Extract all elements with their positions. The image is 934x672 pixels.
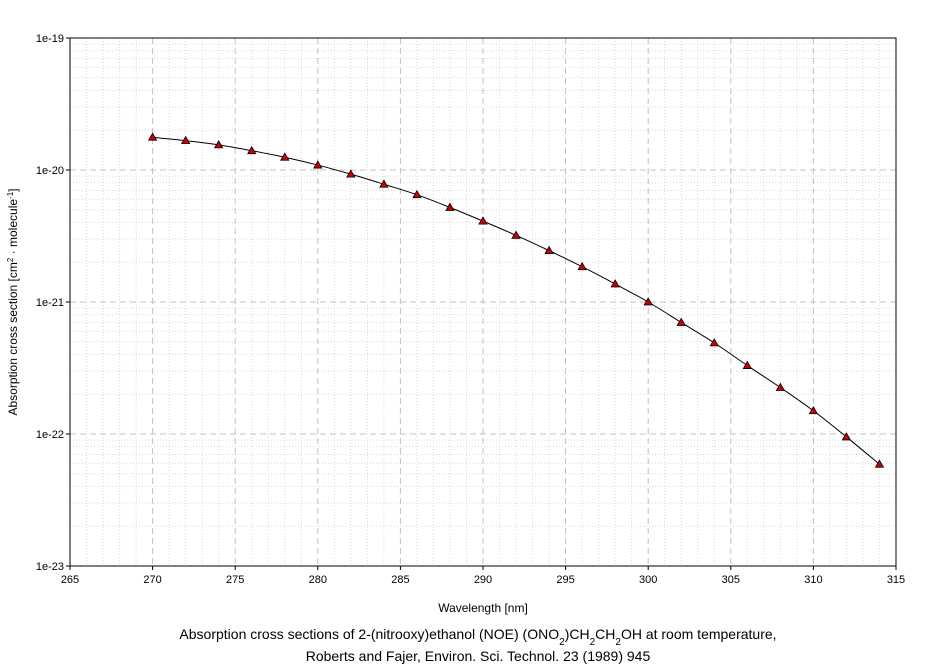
data-point-marker	[874, 459, 885, 468]
y-tick-label: 1e-22	[36, 429, 64, 441]
major-grid	[70, 38, 896, 566]
data-point-marker	[511, 230, 521, 239]
minor-grid	[70, 38, 896, 566]
x-tick-label: 295	[556, 574, 574, 586]
x-tick-label: 265	[61, 574, 79, 586]
y-tick-label: 1e-23	[36, 561, 64, 573]
data-point-marker	[478, 216, 488, 225]
y-tick-label: 1e-21	[36, 297, 64, 309]
y-axis-title: Absorption cross section [cm2 · molecule…	[6, 188, 21, 415]
data-point-marker	[346, 169, 356, 178]
y-tick-label: 1e-19	[36, 33, 64, 45]
y-axis-ticks: 1e-23 1e-22 1e-21 1e-20 1e-19	[36, 33, 70, 573]
x-axis-ticks: 265 270 275 280 285 290 295 300 305 310 315	[61, 566, 905, 586]
data-point-marker	[213, 140, 224, 149]
data-point-marker	[445, 202, 455, 211]
data-point-marker	[379, 179, 389, 188]
data-point-marker	[610, 279, 620, 288]
data-point-marker	[247, 145, 257, 155]
data-point-marker	[577, 261, 587, 271]
data-point-marker	[313, 160, 323, 169]
x-tick-label: 280	[309, 574, 327, 586]
data-point-marker	[841, 432, 852, 441]
x-tick-label: 315	[887, 574, 905, 586]
y-tick-label: 1e-20	[36, 165, 64, 177]
x-tick-label: 275	[226, 574, 244, 586]
data-point-marker	[676, 317, 686, 326]
x-tick-label: 310	[804, 574, 822, 586]
series-line	[152, 136, 880, 465]
x-tick-label: 285	[391, 574, 409, 586]
data-point-marker	[808, 405, 819, 415]
x-tick-label: 305	[722, 574, 740, 586]
data-point-marker	[544, 245, 554, 255]
data-point-marker	[775, 382, 786, 391]
data-point-marker	[742, 360, 753, 369]
data-point-marker	[643, 297, 653, 306]
x-tick-label: 300	[639, 574, 657, 586]
data-point-marker	[412, 189, 422, 199]
data-point-marker	[147, 132, 158, 141]
x-axis-title: Wavelength [nm]	[438, 601, 528, 615]
data-point-marker	[180, 135, 191, 145]
x-tick-label: 290	[474, 574, 492, 586]
caption-line-2: Roberts and Fajer, Environ. Sci. Technol…	[306, 648, 651, 664]
data-point-marker	[709, 338, 719, 347]
data-point-marker	[280, 152, 290, 161]
caption-line-1: Absorption cross sections of 2-(nitrooxy…	[179, 626, 776, 648]
x-tick-label: 270	[143, 574, 161, 586]
series-layer	[147, 132, 885, 468]
